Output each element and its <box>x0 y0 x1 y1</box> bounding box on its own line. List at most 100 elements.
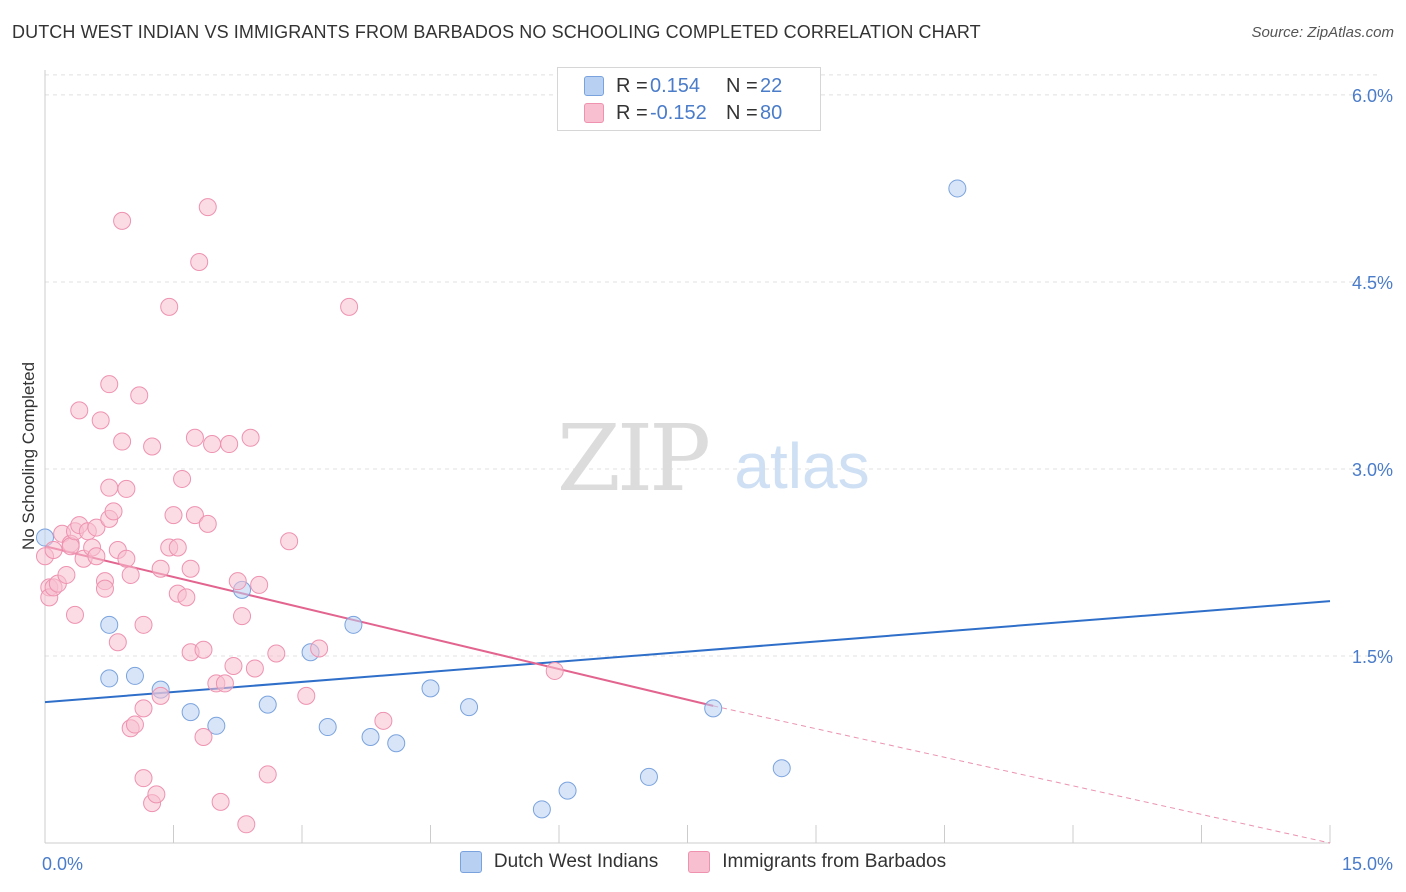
data-point-immigrants-from-barbados <box>151 559 170 578</box>
y-tick-label: 6.0% <box>1352 86 1393 106</box>
data-point-immigrants-from-barbados <box>91 411 110 430</box>
data-point-immigrants-from-barbados <box>241 428 260 447</box>
legend-n-value: 22 <box>760 74 783 97</box>
data-point-immigrants-from-barbados <box>280 532 299 551</box>
data-point-dutch-west-indians <box>558 781 577 800</box>
data-point-immigrants-from-barbados <box>545 661 564 680</box>
trend-line-dutch-west-indians <box>44 600 1331 704</box>
data-point-immigrants-from-barbados <box>147 785 166 804</box>
data-point-dutch-west-indians <box>100 615 119 634</box>
series-legend: Dutch West Indians Immigrants from Barba… <box>0 851 1406 873</box>
y-tick-label: 3.0% <box>1352 460 1393 480</box>
data-point-immigrants-from-barbados <box>173 469 192 488</box>
data-point-dutch-west-indians <box>639 767 658 786</box>
data-point-immigrants-from-barbados <box>125 715 144 734</box>
data-point-dutch-west-indians <box>421 679 440 698</box>
data-point-immigrants-from-barbados <box>87 547 106 566</box>
points-layer <box>36 179 967 834</box>
data-point-immigrants-from-barbados <box>117 479 136 498</box>
legend-swatch-pink <box>688 851 711 873</box>
chart-title: DUTCH WEST INDIAN VS IMMIGRANTS FROM BAR… <box>12 22 981 42</box>
legend-row-dutch-west-indians: R = 0.154 N = 22 <box>584 74 782 98</box>
data-point-immigrants-from-barbados <box>100 478 119 497</box>
x-tick-label: 0.0% <box>42 854 83 874</box>
data-point-immigrants-from-barbados <box>185 428 204 447</box>
legend-r-value: -0.152 <box>650 101 707 124</box>
data-point-immigrants-from-barbados <box>117 549 136 568</box>
data-point-immigrants-from-barbados <box>143 437 162 456</box>
data-point-immigrants-from-barbados <box>160 297 179 316</box>
data-point-immigrants-from-barbados <box>70 401 89 420</box>
data-point-immigrants-from-barbados <box>44 541 63 560</box>
grid-layer <box>45 74 1380 657</box>
data-point-immigrants-from-barbados <box>198 198 217 217</box>
data-point-immigrants-from-barbados <box>198 514 217 533</box>
data-point-dutch-west-indians <box>318 718 337 737</box>
data-point-immigrants-from-barbados <box>194 728 213 747</box>
data-point-immigrants-from-barbados <box>245 659 264 678</box>
data-point-dutch-west-indians <box>258 695 277 714</box>
data-point-immigrants-from-barbados <box>228 572 247 591</box>
data-point-dutch-west-indians <box>772 759 791 778</box>
data-point-dutch-west-indians <box>181 703 200 722</box>
data-point-immigrants-from-barbados <box>108 633 127 652</box>
data-point-immigrants-from-barbados <box>164 506 183 525</box>
legend-n-label: N = <box>726 74 758 97</box>
data-point-immigrants-from-barbados <box>151 686 170 705</box>
data-point-immigrants-from-barbados <box>65 605 84 624</box>
legend-n-label: N = <box>726 101 758 124</box>
data-point-dutch-west-indians <box>460 698 479 717</box>
trend-line-extrapolated <box>713 705 1331 844</box>
data-point-immigrants-from-barbados <box>104 502 123 521</box>
x-tick-label: 15.0% <box>1342 854 1393 874</box>
data-point-immigrants-from-barbados <box>61 537 80 556</box>
data-point-immigrants-from-barbados <box>340 297 359 316</box>
data-point-immigrants-from-barbados <box>250 575 269 594</box>
legend-swatch-blue <box>584 76 604 96</box>
data-point-dutch-west-indians <box>100 669 119 688</box>
data-point-immigrants-from-barbados <box>181 559 200 578</box>
data-point-immigrants-from-barbados <box>121 565 140 584</box>
data-point-immigrants-from-barbados <box>258 765 277 784</box>
data-point-immigrants-from-barbados <box>95 579 114 598</box>
data-point-immigrants-from-barbados <box>233 607 252 626</box>
legend-item-label: Immigrants from Barbados <box>722 851 947 872</box>
data-point-immigrants-from-barbados <box>177 588 196 607</box>
label-layer: 1.5% 3.0% 4.5% 6.0% 0.0% 15.0% No Schooling Co… <box>19 86 1393 874</box>
data-point-immigrants-from-barbados <box>267 644 286 663</box>
data-point-immigrants-from-barbados <box>134 699 153 718</box>
data-point-dutch-west-indians <box>125 666 144 685</box>
watermark-atlas: atlas <box>734 430 869 502</box>
data-point-dutch-west-indians <box>207 716 226 735</box>
legend-item-dutch-west-indians[interactable]: Dutch West Indians <box>459 851 659 873</box>
data-point-immigrants-from-barbados <box>297 686 316 705</box>
data-point-immigrants-from-barbados <box>220 435 239 454</box>
data-point-immigrants-from-barbados <box>215 674 234 693</box>
data-point-immigrants-from-barbados <box>130 386 149 405</box>
data-point-dutch-west-indians <box>361 728 380 747</box>
legend-swatch-pink <box>584 103 604 123</box>
legend-r-label: R = <box>616 101 648 124</box>
data-point-immigrants-from-barbados <box>113 432 132 451</box>
data-point-immigrants-from-barbados <box>203 435 222 454</box>
legend-item-label: Dutch West Indians <box>493 851 659 872</box>
data-point-immigrants-from-barbados <box>194 640 213 659</box>
data-point-immigrants-from-barbados <box>113 211 132 230</box>
data-point-immigrants-from-barbados <box>237 815 256 834</box>
watermark-layer: ZIP atlas <box>557 405 870 512</box>
legend-n-value: 80 <box>760 101 783 124</box>
data-point-dutch-west-indians <box>704 699 723 718</box>
data-point-immigrants-from-barbados <box>310 639 329 658</box>
data-point-immigrants-from-barbados <box>211 792 230 811</box>
data-point-immigrants-from-barbados <box>134 769 153 788</box>
data-point-dutch-west-indians <box>36 528 54 547</box>
y-axis-label: No Schooling Completed <box>19 362 38 550</box>
data-point-immigrants-from-barbados <box>190 253 209 272</box>
data-point-immigrants-from-barbados <box>374 711 393 730</box>
legend-item-immigrants-from-barbados[interactable]: Immigrants from Barbados <box>688 851 946 873</box>
data-point-immigrants-from-barbados <box>87 518 106 537</box>
y-tick-label: 1.5% <box>1352 647 1393 667</box>
data-point-dutch-west-indians <box>344 615 363 634</box>
y-tick-label: 4.5% <box>1352 273 1393 293</box>
